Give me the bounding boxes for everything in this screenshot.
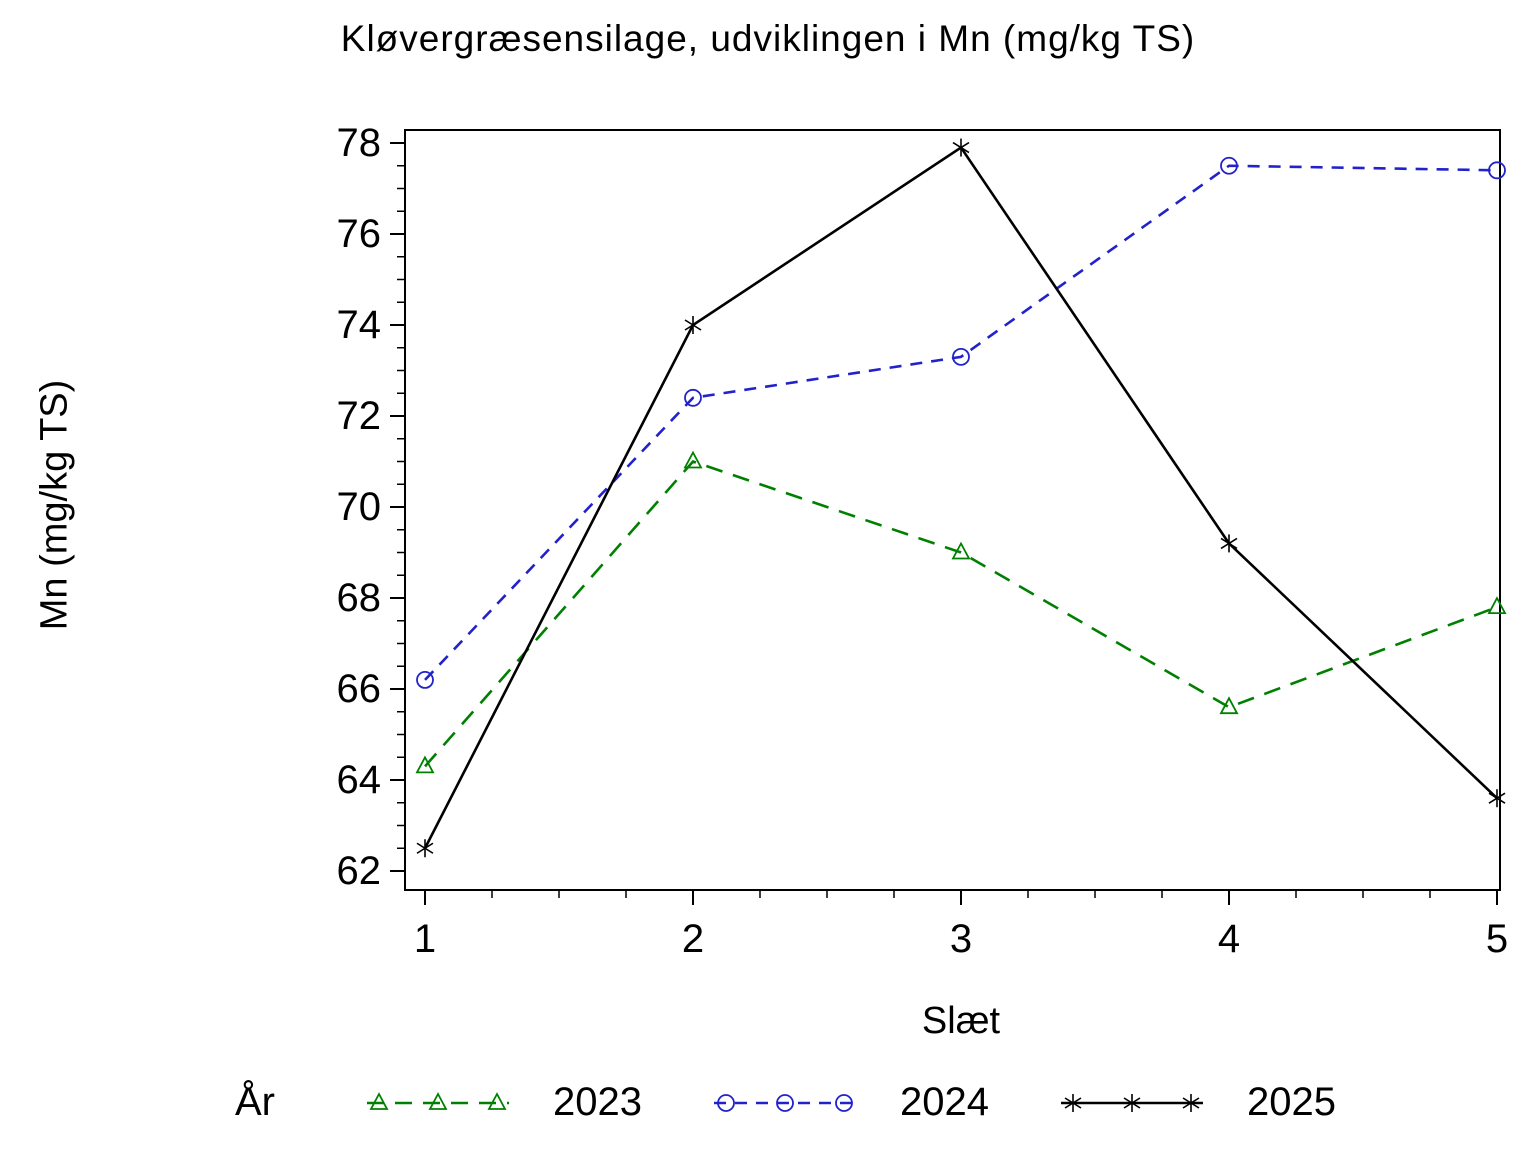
legend-title: År — [235, 1080, 275, 1124]
svg-text:64: 64 — [337, 758, 382, 802]
svg-text:66: 66 — [337, 667, 382, 711]
x-axis-label: Slæt — [921, 1000, 1001, 1042]
legend-sample-circle-icon — [713, 1093, 856, 1112]
legend: År 2023 2024 2025 — [235, 1080, 1336, 1125]
series-2025 — [416, 138, 1506, 858]
chart-title: Kløvergræsensilage, udviklingen i Mn (mg… — [340, 18, 1196, 59]
svg-text:72: 72 — [337, 394, 382, 438]
legend-items: 2023 2024 2025 — [363, 1080, 1336, 1125]
legend-sample-star-icon — [1060, 1093, 1203, 1112]
svg-text:74: 74 — [337, 303, 382, 347]
svg-text:78: 78 — [337, 121, 382, 165]
legend-label: 2025 — [1246, 1080, 1336, 1124]
svg-text:70: 70 — [337, 485, 382, 529]
legend-item-2025: 2025 — [1057, 1080, 1336, 1125]
svg-text:3: 3 — [950, 917, 972, 961]
svg-text:5: 5 — [1486, 917, 1508, 961]
svg-text:4: 4 — [1218, 917, 1240, 961]
svg-text:68: 68 — [337, 576, 382, 620]
legend-item-2024: 2024 — [710, 1080, 989, 1125]
series-2023 — [415, 450, 1507, 774]
svg-text:62: 62 — [337, 849, 382, 893]
legend-label: 2023 — [553, 1080, 642, 1124]
legend-item-2023: 2023 — [363, 1080, 642, 1125]
svg-text:76: 76 — [337, 212, 382, 256]
series-2024 — [416, 156, 1506, 689]
legend-sample-triangle-icon — [367, 1091, 509, 1110]
legend-label: 2024 — [899, 1080, 989, 1124]
svg-text:1: 1 — [414, 917, 436, 961]
svg-text:2: 2 — [682, 917, 704, 961]
